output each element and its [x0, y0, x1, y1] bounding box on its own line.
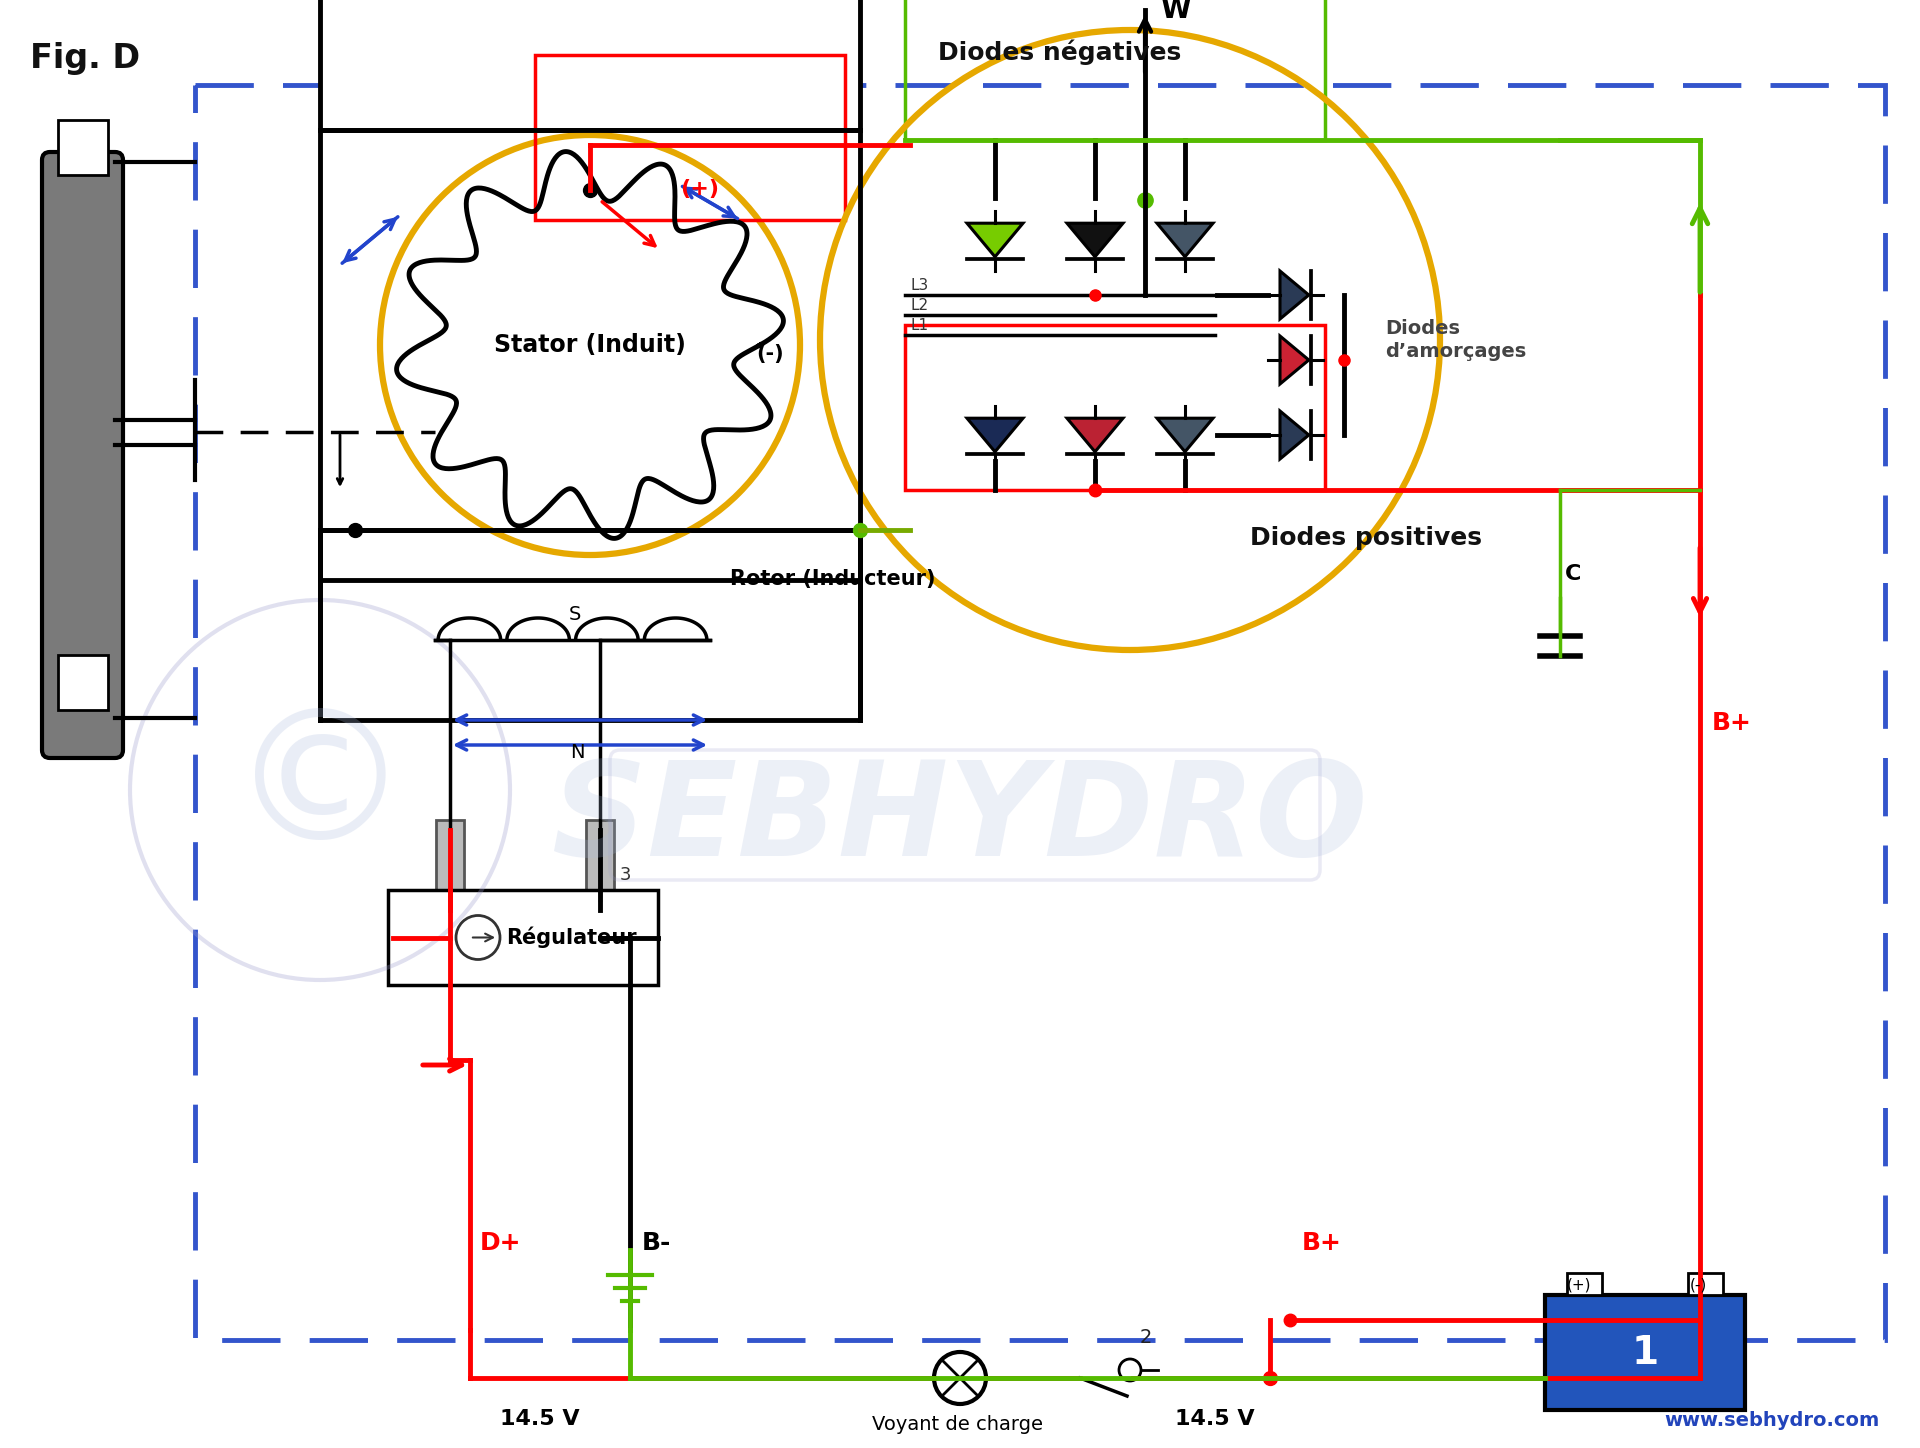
Text: www.sebhydro.com: www.sebhydro.com — [1665, 1410, 1880, 1431]
Text: N: N — [570, 743, 584, 762]
FancyBboxPatch shape — [42, 152, 123, 757]
Text: 2: 2 — [1140, 1328, 1152, 1347]
Polygon shape — [1158, 223, 1213, 256]
Text: Diodes positives: Diodes positives — [1250, 526, 1482, 550]
Text: D+: D+ — [480, 1231, 522, 1255]
Bar — [904, 324, 1325, 489]
Text: (-): (-) — [756, 345, 783, 363]
Polygon shape — [1281, 271, 1309, 319]
Bar — [321, 0, 860, 130]
Text: ©: © — [230, 702, 411, 877]
Polygon shape — [968, 223, 1023, 256]
Text: (+): (+) — [1567, 1277, 1592, 1292]
Polygon shape — [1281, 336, 1309, 384]
Text: 1: 1 — [1632, 1334, 1659, 1371]
Bar — [1546, 1295, 1745, 1410]
Text: B+: B+ — [1713, 711, 1751, 736]
Bar — [321, 530, 860, 581]
Bar — [388, 891, 659, 985]
Text: Rotor (Inducteur): Rotor (Inducteur) — [730, 569, 935, 589]
Polygon shape — [1158, 418, 1213, 452]
Text: Stator (Induit): Stator (Induit) — [493, 333, 685, 358]
Bar — [536, 55, 845, 220]
Bar — [58, 654, 108, 710]
Text: Diodes
d’amorçages: Diodes d’amorçages — [1384, 319, 1526, 361]
Polygon shape — [1068, 223, 1123, 256]
Text: 14.5 V: 14.5 V — [499, 1409, 580, 1429]
Text: B-: B- — [641, 1231, 672, 1255]
Text: W: W — [1160, 0, 1190, 25]
Text: C: C — [1565, 565, 1582, 584]
Text: SEBHYDRO: SEBHYDRO — [553, 756, 1367, 883]
Polygon shape — [1068, 418, 1123, 452]
Bar — [1688, 1273, 1722, 1295]
Bar — [58, 120, 108, 175]
Text: (-): (-) — [1690, 1277, 1707, 1292]
Bar — [1567, 1273, 1601, 1295]
Bar — [436, 820, 465, 901]
Bar — [586, 820, 614, 901]
Text: 14.5 V: 14.5 V — [1175, 1409, 1254, 1429]
Text: B+: B+ — [1302, 1231, 1342, 1255]
Text: 3: 3 — [620, 866, 632, 883]
Text: (+): (+) — [680, 180, 718, 198]
Text: Voyant de charge: Voyant de charge — [872, 1415, 1043, 1434]
Text: S: S — [568, 605, 582, 624]
Polygon shape — [1281, 411, 1309, 459]
Polygon shape — [968, 418, 1023, 452]
Text: L3: L3 — [910, 278, 927, 292]
Bar — [904, 0, 1325, 140]
Text: Diodes négatives: Diodes négatives — [939, 39, 1181, 65]
Text: L2: L2 — [910, 298, 927, 313]
Text: Régulateur: Régulateur — [507, 927, 637, 948]
Text: Fig. D: Fig. D — [31, 42, 140, 75]
Text: L1: L1 — [910, 319, 927, 333]
